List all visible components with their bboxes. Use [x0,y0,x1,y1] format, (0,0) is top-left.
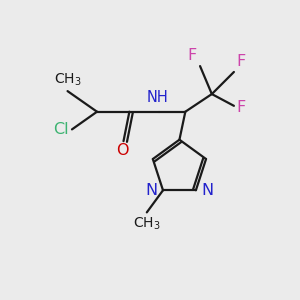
Text: CH$_3$: CH$_3$ [54,71,81,88]
Text: N: N [201,183,213,198]
Text: O: O [116,142,128,158]
Text: CH$_3$: CH$_3$ [133,216,160,232]
Text: F: F [187,47,196,62]
Text: Cl: Cl [53,122,69,137]
Text: NH: NH [146,90,168,105]
Text: F: F [237,54,246,69]
Text: F: F [237,100,246,115]
Text: N: N [146,183,158,198]
